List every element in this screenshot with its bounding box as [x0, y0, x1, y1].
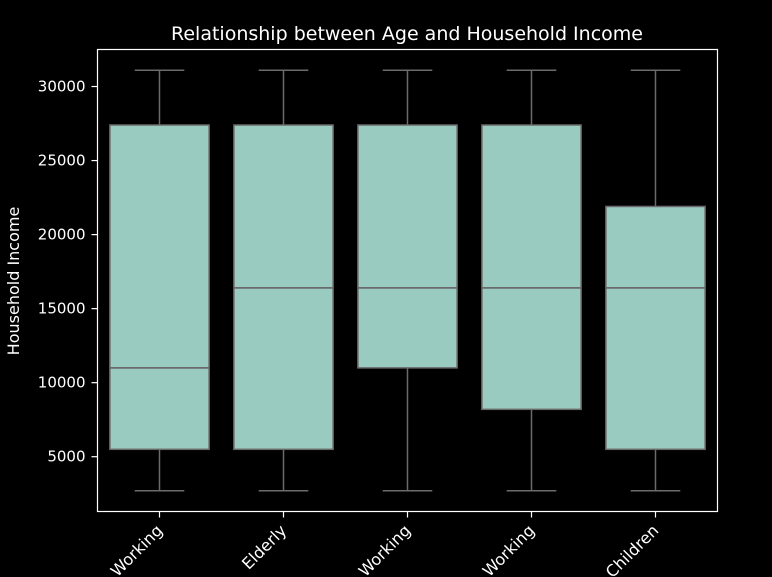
y-tick-label: 25000 [38, 152, 86, 170]
box-2 [233, 69, 334, 492]
box-body [481, 124, 582, 411]
y-axis: 5000 10000 15000 20000 25000 30000 [38, 78, 98, 466]
y-tick-label: 30000 [38, 78, 86, 96]
box-5 [605, 69, 706, 492]
box-1 [109, 69, 210, 492]
y-tick-label: 10000 [38, 374, 86, 392]
box-group [109, 69, 706, 492]
box-4 [481, 69, 582, 492]
y-tick-label: 5000 [47, 448, 85, 466]
plot-frame [96, 48, 719, 513]
box-3 [357, 69, 458, 492]
y-tick-label: 15000 [38, 300, 86, 318]
y-tick-label: 20000 [38, 226, 86, 244]
y-axis-label: Household Income [4, 207, 23, 356]
box-body [109, 124, 210, 451]
box-body [605, 205, 706, 451]
box-body [357, 124, 458, 369]
chart-title: Relationship between Age and Household I… [171, 23, 643, 45]
